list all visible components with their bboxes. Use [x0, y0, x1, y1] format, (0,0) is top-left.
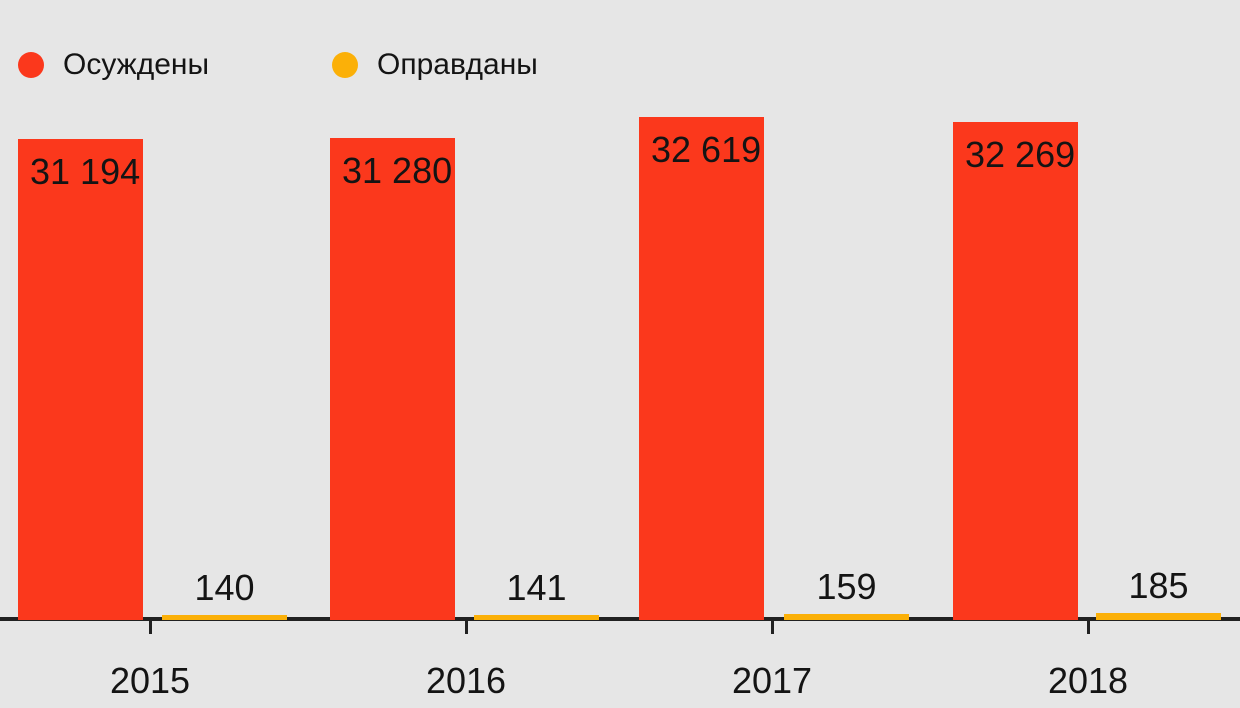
bar-acquitted-2018: [1096, 613, 1221, 620]
legend-label-acquitted: Оправданы: [377, 48, 538, 81]
convicted-legend-dot-icon: [18, 52, 44, 78]
x-label-2015: 2015: [109, 660, 191, 701]
bar-convicted-2018: [953, 122, 1078, 620]
x-label-2018: 2018: [1047, 660, 1129, 701]
x-label-2017: 2017: [731, 660, 813, 701]
bar-label-convicted-2016: 31 280: [342, 149, 453, 191]
bar-acquitted-2015: [162, 614, 287, 621]
acquitted-legend-dot-icon: [332, 52, 358, 78]
bar-label-convicted-2017: 32 619: [651, 129, 762, 170]
bar-label-acquitted-2015: 140: [194, 566, 255, 608]
bar-label-acquitted-2017: 159: [816, 566, 877, 607]
bar-convicted-2016: [330, 137, 455, 620]
bar-label-convicted-2015: 31 194: [30, 151, 141, 192]
bar-acquitted-2017: [784, 614, 909, 620]
bar-label-convicted-2018: 32 269: [965, 134, 1076, 176]
bar-label-acquitted-2016: 141: [506, 566, 567, 608]
bar-label-acquitted-2018: 185: [1128, 565, 1189, 607]
bar-convicted-2015: [18, 139, 143, 620]
axis-tick-2015: [149, 621, 152, 634]
legend-item-convicted: Осуждены: [18, 48, 209, 82]
axis-tick-2016: [465, 621, 468, 634]
bar-convicted-2017: [639, 117, 764, 620]
legend-item-acquitted: Оправданы: [332, 48, 538, 82]
axis-tick-2018: [1087, 621, 1090, 634]
x-label-2016: 2016: [425, 660, 507, 701]
legend-label-convicted: Осуждены: [63, 48, 210, 81]
axis-tick-2017: [771, 621, 774, 634]
bar-acquitted-2016: [474, 614, 599, 620]
x-axis-line: [0, 617, 1240, 621]
